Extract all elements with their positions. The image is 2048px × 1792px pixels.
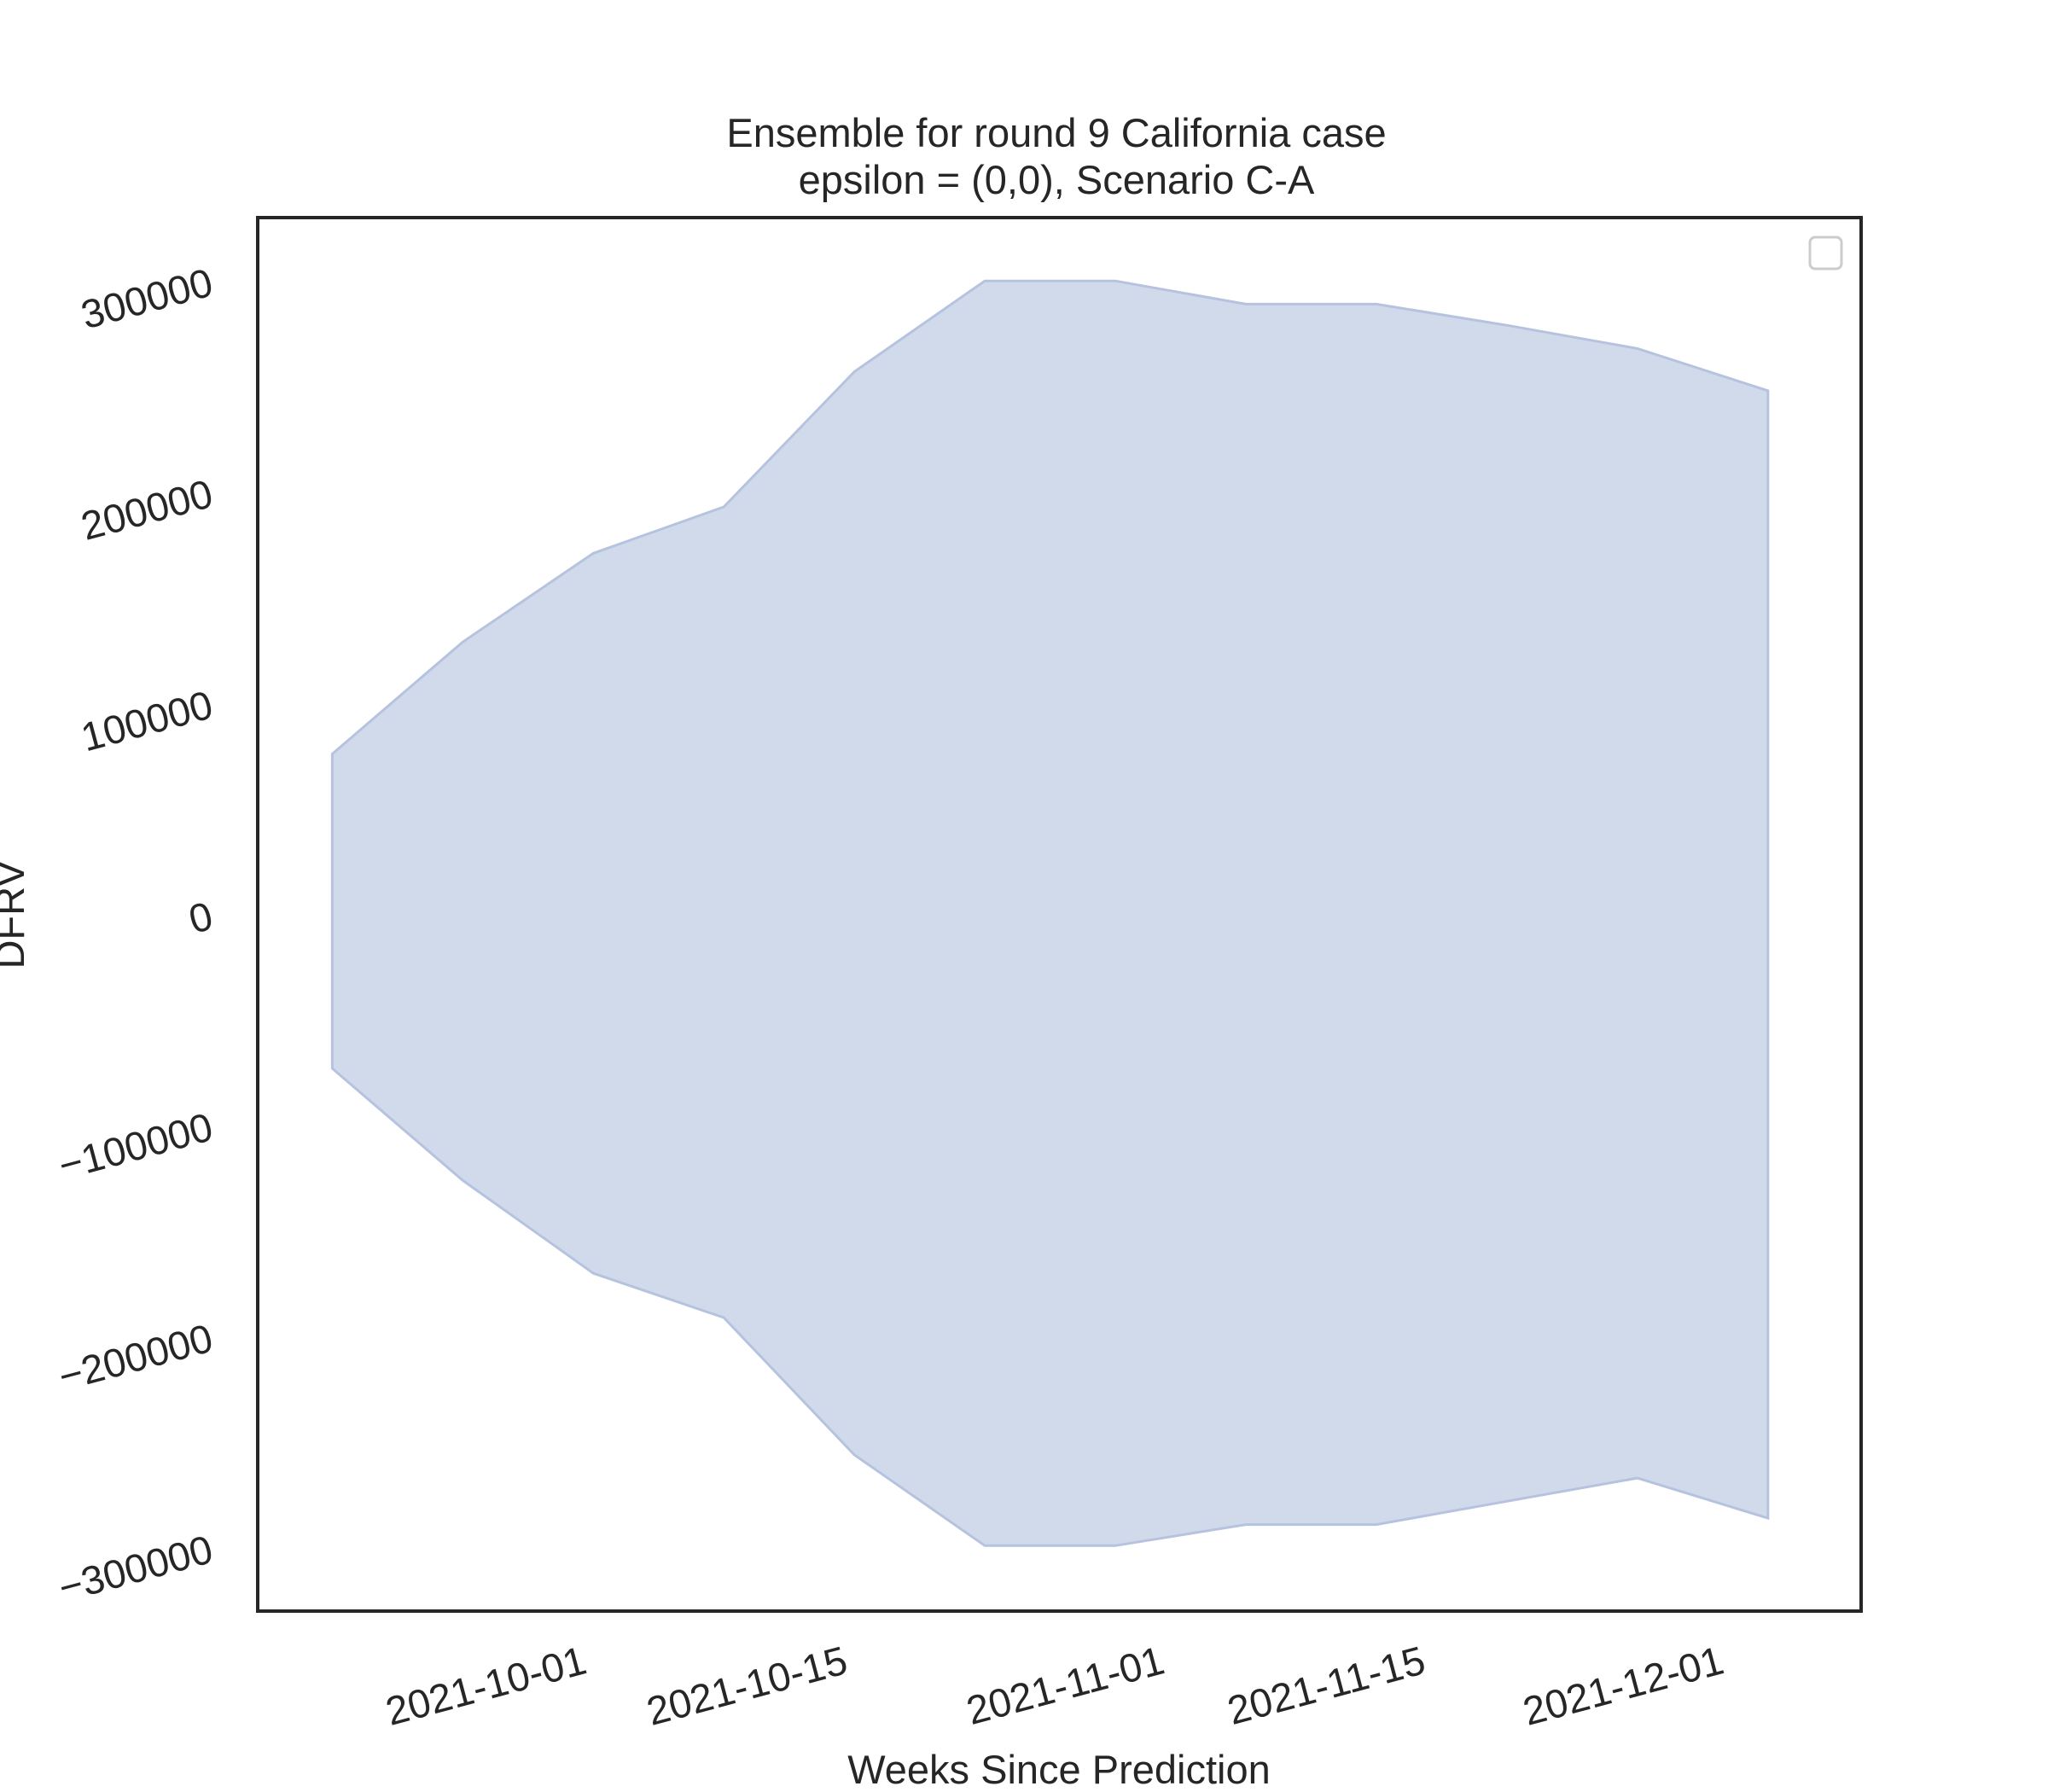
plot-frame xyxy=(256,216,1863,1613)
ensemble-band xyxy=(330,279,1770,1547)
y-tick-label: 100000 xyxy=(76,682,217,760)
y-tick-label: −100000 xyxy=(54,1103,218,1188)
y-tick-label: −300000 xyxy=(54,1526,218,1610)
chart-title-line-2: epsilon = (0,0), Scenario C-A xyxy=(799,157,1315,202)
y-tick-label: −200000 xyxy=(54,1315,218,1399)
y-tick-label: 0 xyxy=(184,893,218,942)
chart-title-line-1: Ensemble for round 9 California case xyxy=(726,110,1386,155)
y-tick-label: 300000 xyxy=(76,259,217,338)
legend-box[interactable] xyxy=(1808,236,1843,271)
x-axis-ticks: 2021-10-01 2021-10-15 2021-11-01 2021-11-15… xyxy=(381,1637,1728,1733)
x-axis-label: Weeks Since Prediction xyxy=(847,1747,1270,1792)
plot-area xyxy=(330,279,1770,1547)
x-tick-label: 2021-11-15 xyxy=(1223,1637,1430,1733)
y-tick-label: 200000 xyxy=(76,470,217,549)
y-axis-ticks: 300000 200000 100000 0 −100000 −200000 −300000 xyxy=(54,259,218,1610)
x-tick-label: 2021-10-15 xyxy=(642,1637,852,1733)
x-tick-label: 2021-10-01 xyxy=(381,1637,591,1733)
x-tick-label: 2021-11-01 xyxy=(962,1637,1169,1733)
y-axis-label: DFRV xyxy=(0,860,32,969)
x-tick-label: 2021-12-01 xyxy=(1518,1637,1728,1733)
